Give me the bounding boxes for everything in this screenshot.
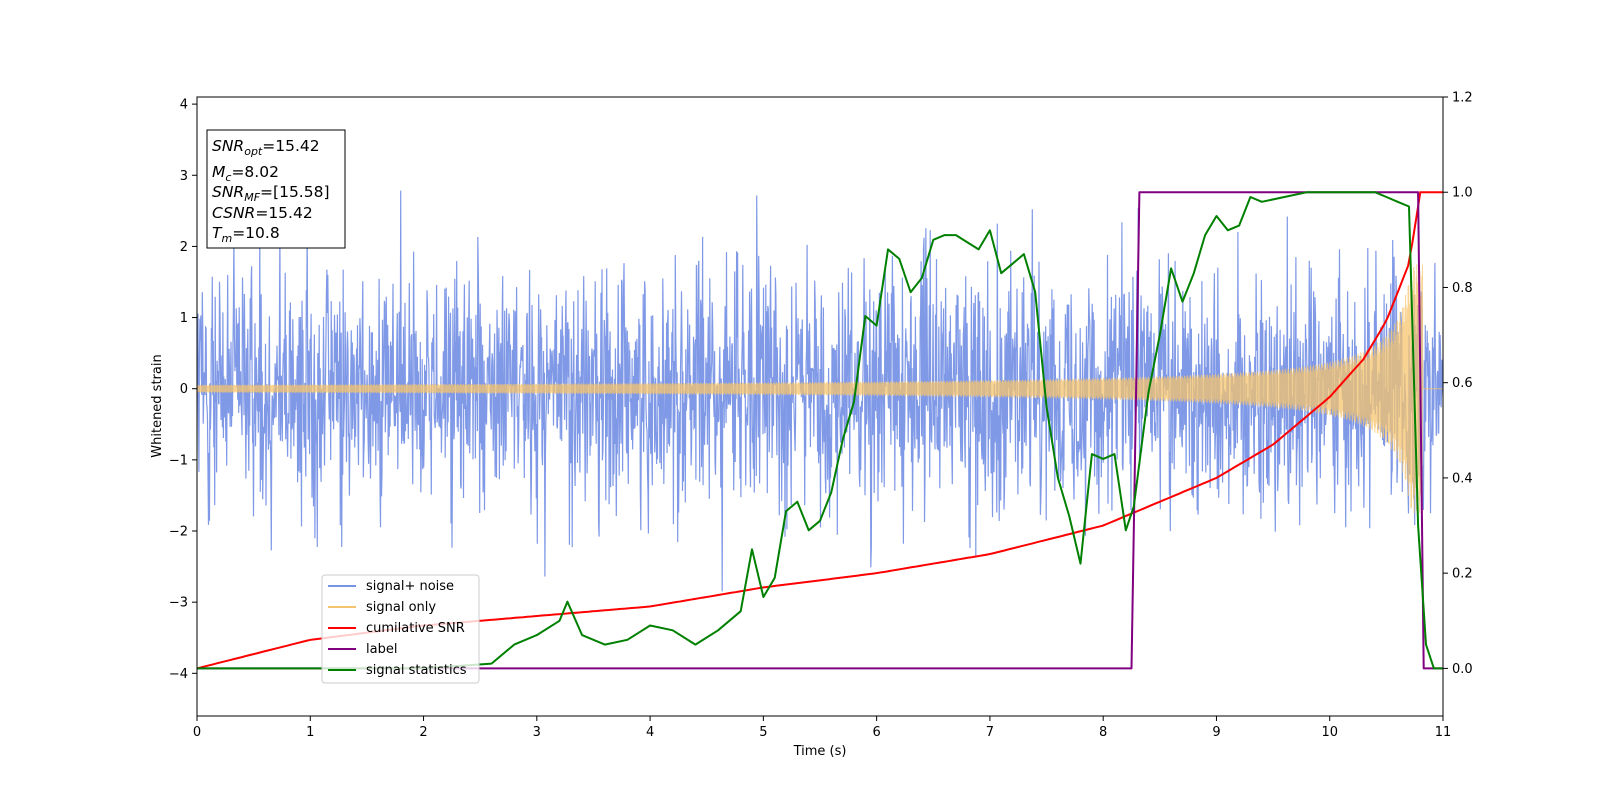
legend-label-signal-noise: signal+ noise xyxy=(366,579,454,594)
x-axis: 0 1 2 3 4 5 6 7 8 9 10 11 xyxy=(193,716,1451,740)
x-tick-label: 3 xyxy=(533,725,541,740)
legend-label-cumulative-snr: cumilative SNR xyxy=(366,621,465,636)
x-tick-label: 8 xyxy=(1099,725,1107,740)
info-snr-opt-value: =15.42 xyxy=(262,137,319,155)
x-tick-label: 1 xyxy=(306,725,314,740)
y2-tick-label: 0.6 xyxy=(1452,376,1473,391)
info-snr-opt-sub: opt xyxy=(244,145,263,158)
y2-tick-label: 1.2 xyxy=(1452,91,1473,106)
info-tm-sub: m xyxy=(221,232,232,245)
info-mc-sub: c xyxy=(225,171,231,184)
y-axis-label: Whitened strain xyxy=(150,354,165,457)
x-tick-label: 5 xyxy=(759,725,767,740)
info-mc-value: =8.02 xyxy=(231,163,279,181)
y-tick-label: 4 xyxy=(180,98,188,113)
y-tick-label: −3 xyxy=(169,596,188,611)
y-tick-label: 2 xyxy=(180,240,188,255)
legend-label-label: label xyxy=(366,642,397,657)
info-tm-name: T xyxy=(212,224,223,242)
info-snr-mf-name: SNR xyxy=(212,183,244,201)
legend-label-signal-only: signal only xyxy=(366,600,436,615)
info-csnr-name: CSNR xyxy=(212,204,255,222)
y2-tick-label: 0.4 xyxy=(1452,471,1473,486)
info-csnr-value: =15.42 xyxy=(255,204,312,222)
signal-noise-line xyxy=(197,190,1443,592)
signal-only-line xyxy=(197,264,1443,514)
x-tick-label: 4 xyxy=(646,725,654,740)
info-snr-mf-value: =[15.58] xyxy=(260,183,329,201)
svg-text:CSNR=15.42: CSNR=15.42 xyxy=(212,204,313,222)
y-tick-label: 0 xyxy=(180,382,188,397)
info-box-frame xyxy=(206,129,346,249)
svg-text:SNRopt=15.42: SNRopt=15.42 xyxy=(212,137,320,158)
info-mc-name: M xyxy=(212,163,225,181)
plot-frame xyxy=(196,96,1444,717)
info-snr-opt-name: SNR xyxy=(212,137,244,155)
y-tick-label: 3 xyxy=(180,169,188,184)
x-tick-label: 6 xyxy=(872,725,880,740)
legend-label-signal-statistics: signal statistics xyxy=(366,663,467,678)
label-line xyxy=(197,191,1443,670)
x-tick-label: 9 xyxy=(1212,725,1220,740)
y-tick-label: −1 xyxy=(169,453,188,468)
signal-statistics-line xyxy=(197,191,1443,670)
y-axis-right: 1.2 1.0 0.8 0.6 0.4 0.2 0.0 xyxy=(1443,91,1473,677)
svg-text:SNRMF=[15.58]: SNRMF=[15.58] xyxy=(212,183,330,204)
legend: signal+ noise signal only cumilative SNR… xyxy=(321,574,480,684)
x-tick-label: 2 xyxy=(419,725,427,740)
y-axis-left: 4 3 2 1 0 −1 −2 −3 −4 xyxy=(169,98,197,682)
legend-frame xyxy=(321,574,480,684)
svg-text:Tm=10.8: Tm=10.8 xyxy=(212,224,280,245)
x-tick-label: 0 xyxy=(193,725,201,740)
info-snr-mf-sub: MF xyxy=(244,191,260,204)
y-tick-label: −4 xyxy=(169,667,188,682)
info-box: SNRopt=15.42 Mc=8.02 SNRMF=[15.58] CSNR=… xyxy=(206,129,346,249)
x-tick-label: 7 xyxy=(986,725,994,740)
signal-noise-series xyxy=(197,190,1443,592)
x-tick-label: 10 xyxy=(1321,725,1338,740)
y2-tick-label: 0.2 xyxy=(1452,567,1473,582)
y2-tick-label: 0.8 xyxy=(1452,281,1473,296)
x-tick-label: 11 xyxy=(1435,725,1452,740)
y-tick-label: 1 xyxy=(180,311,188,326)
y-tick-label: −2 xyxy=(169,525,188,540)
signal-only-series xyxy=(197,264,1443,514)
x-axis-label: Time (s) xyxy=(793,744,847,759)
y2-tick-label: 0.0 xyxy=(1452,662,1473,677)
svg-text:Mc=8.02: Mc=8.02 xyxy=(212,163,279,184)
info-tm-value: =10.8 xyxy=(232,224,280,242)
y2-tick-label: 1.0 xyxy=(1452,186,1473,201)
